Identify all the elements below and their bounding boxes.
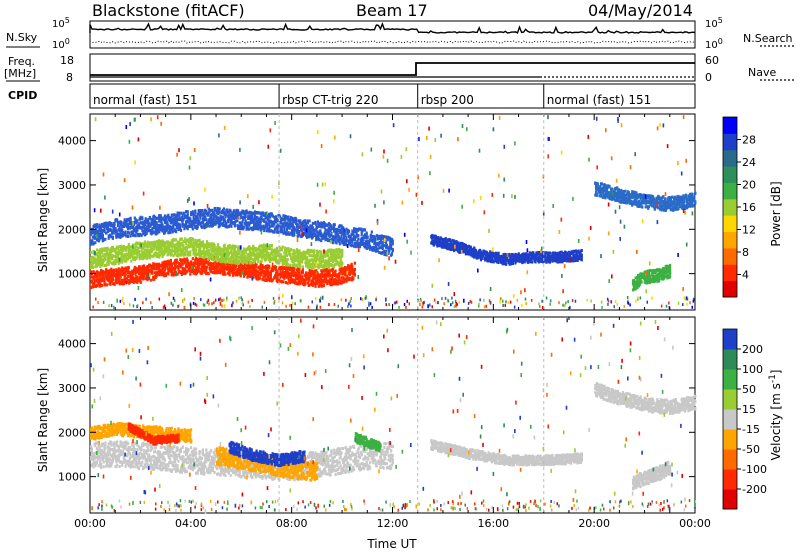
cpid-segment-label: rbsp 200 <box>421 93 474 107</box>
power-panel: 1000 2000 3000 4000 <box>58 113 697 311</box>
cpid-panel: normal (fast) 151 rbsp CT-trig 220 rbsp 20… <box>89 83 696 109</box>
colorbar-tick-label: 24 <box>742 156 756 169</box>
velocity-colorbar: 200 100 50 15 -15 -50 -100 -200 <box>722 328 767 510</box>
data-band-5 <box>354 432 382 453</box>
scatter-speckles <box>90 318 696 514</box>
freq-label-line1: Freq. <box>8 55 36 68</box>
data-band-7 <box>594 382 697 416</box>
colorbar-tick-label: -15 <box>742 423 760 436</box>
cpid-label: CPID <box>8 89 38 102</box>
velocity-panel: 1000 2000 3000 4000 00:00 04:00 08:00 12:00 16:0… <box>58 316 711 530</box>
velocity-cbar-label: Velocity [m s-1] <box>768 370 783 461</box>
colorbar-swatch <box>723 198 737 216</box>
cpid-segment-label: normal (fast) 151 <box>547 93 651 107</box>
freq-right-tick-top: 60 <box>705 54 719 67</box>
colorbar-swatch <box>723 215 737 233</box>
colorbar-tick-label: -100 <box>742 463 767 476</box>
colorbar-swatch <box>723 349 737 370</box>
colorbar-swatch <box>723 247 737 265</box>
ytick-label: 2000 <box>58 223 86 236</box>
noise-left-tick-bottom: 100 <box>52 37 70 51</box>
colorbar-tick-label: 8 <box>742 246 749 259</box>
xtick-label: 12:00 <box>377 517 409 530</box>
colorbar-swatch <box>723 182 737 200</box>
colorbar-tick-label: 16 <box>742 201 756 214</box>
colorbar-swatch <box>723 166 737 183</box>
colorbar-swatch <box>723 369 737 390</box>
colorbar-tick-label: -200 <box>742 483 767 496</box>
frequency-panel: 18 8 60 0 <box>60 53 719 84</box>
data-band-4 <box>594 181 697 212</box>
colorbar-swatch <box>723 117 737 134</box>
colorbar-swatch <box>723 133 737 151</box>
colorbar-swatch <box>723 149 737 167</box>
velocity-ylabel: Slant Range [km] <box>36 368 50 472</box>
data-band-6 <box>430 439 583 467</box>
nsearch-label: N.Search <box>743 32 793 45</box>
colorbar-swatch <box>723 469 737 490</box>
ytick-label: 2000 <box>58 426 86 439</box>
date-title: 04/May/2014 <box>588 1 693 20</box>
nave-label: Nave <box>748 66 777 79</box>
station-title: Blackstone (fitACF) <box>92 1 245 20</box>
noise-right-tick-bottom: 100 <box>705 37 723 51</box>
ytick-label: 4000 <box>58 135 86 148</box>
colorbar-tick-label: 50 <box>742 383 756 396</box>
xtick-label: 00:00 <box>679 517 711 530</box>
time-xlabel: Time UT <box>366 537 417 551</box>
colorbar-swatch <box>723 409 737 430</box>
colorbar-swatch <box>723 489 737 510</box>
data-band-2 <box>90 206 394 257</box>
colorbar-tick-label: 100 <box>742 363 763 376</box>
freq-left-tick-top: 18 <box>60 54 74 67</box>
colorbar-swatch <box>723 280 737 298</box>
xtick-label: 16:00 <box>477 517 509 530</box>
data-band-0 <box>90 255 356 289</box>
scatter-speckles <box>92 115 695 311</box>
ytick-label: 4000 <box>58 338 86 351</box>
colorbar-tick-label: 28 <box>742 134 756 147</box>
ytick-label: 3000 <box>58 179 86 192</box>
freq-label-line2: [MHz] <box>4 67 37 80</box>
ytick-label: 3000 <box>58 382 86 395</box>
cpid-segment-label: rbsp CT-trig 220 <box>282 93 378 107</box>
noise-left-tick-top: 105 <box>52 16 70 30</box>
xtick-label: 08:00 <box>276 517 308 530</box>
colorbar-tick-label: 200 <box>742 343 763 356</box>
noise-panel: 105 100 105 100 <box>52 16 723 51</box>
data-band-1 <box>90 237 344 270</box>
ytick-label: 1000 <box>58 471 86 484</box>
noise-right-tick-top: 105 <box>705 16 723 30</box>
beam-title: Beam 17 <box>356 1 428 20</box>
nsky-noise-line <box>89 22 696 34</box>
colorbar-swatch <box>723 429 737 450</box>
freq-left-tick-bottom: 8 <box>66 71 73 84</box>
data-band-8 <box>632 460 672 491</box>
colorbar-tick-label: 15 <box>742 403 756 416</box>
colorbar-tick-label: 12 <box>742 224 756 237</box>
colorbar-swatch <box>723 449 737 470</box>
colorbar-tick-label: 20 <box>742 179 756 192</box>
colorbar-swatch <box>723 389 737 410</box>
cpid-segment-label: normal (fast) 151 <box>93 93 197 107</box>
xtick-label: 20:00 <box>578 517 610 530</box>
frequency-line <box>90 62 695 76</box>
colorbar-tick-label: -50 <box>742 443 760 456</box>
nsky-label: N.Sky <box>6 31 38 44</box>
ytick-label: 1000 <box>58 268 86 281</box>
nsearch-noise-line <box>89 40 696 44</box>
freq-right-tick-bottom: 0 <box>705 71 712 84</box>
colorbar-tick-label: 4 <box>742 269 749 282</box>
colorbar-swatch <box>723 231 737 249</box>
colorbar-swatch <box>723 329 737 350</box>
xtick-label: 04:00 <box>175 517 207 530</box>
xtick-label: 00:00 <box>74 517 106 530</box>
power-colorbar: 4 8 12 16 20 24 28 <box>722 116 756 298</box>
power-ylabel: Slant Range [km] <box>36 168 50 272</box>
power-cbar-label: Power [dB] <box>769 181 783 246</box>
colorbar-swatch <box>723 264 737 282</box>
